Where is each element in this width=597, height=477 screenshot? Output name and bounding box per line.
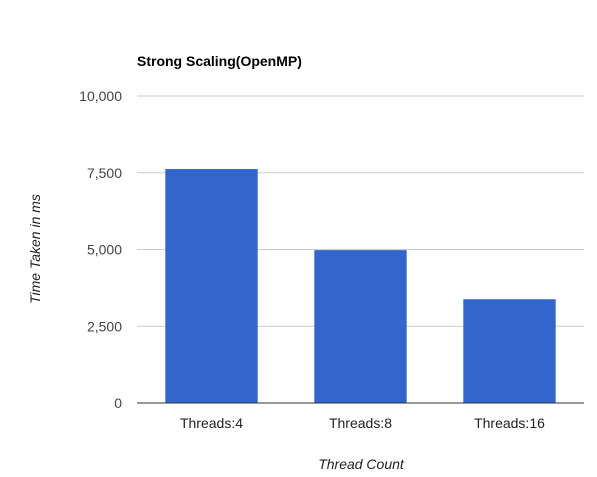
bar[interactable]	[165, 169, 258, 403]
x-axis-tick-labels: Threads:4 Threads:8 Threads:16	[180, 415, 545, 431]
x-tick-label: Threads:16	[474, 415, 545, 431]
bar[interactable]	[314, 250, 407, 403]
y-tick-label: 10,000	[79, 88, 122, 104]
x-axis-title: Thread Count	[318, 456, 405, 472]
x-tick-label: Threads:4	[180, 415, 243, 431]
y-tick-label: 5,000	[87, 242, 122, 258]
y-axis-tick-labels: 0 2,500 5,000 7,500 10,000	[79, 88, 122, 411]
y-axis-title: Time Taken in ms	[27, 194, 43, 304]
bars	[165, 169, 556, 403]
chart-title: Strong Scaling(OpenMP)	[137, 53, 302, 69]
y-tick-label: 2,500	[87, 318, 122, 334]
x-tick-label: Threads:8	[329, 415, 392, 431]
bar[interactable]	[463, 299, 556, 403]
y-tick-label: 0	[114, 395, 122, 411]
y-tick-label: 7,500	[87, 165, 122, 181]
